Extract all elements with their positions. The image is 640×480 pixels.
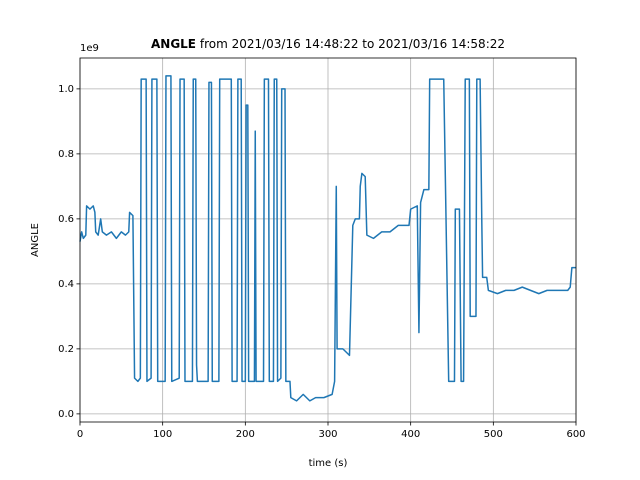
x-tick-label: 400 — [401, 429, 420, 440]
title-rest: from 2021/03/16 14:48:22 to 2021/03/16 1… — [200, 37, 505, 51]
title-bold: ANGLE — [151, 37, 196, 51]
y-tick-label: 0.6 — [58, 214, 74, 225]
x-tick-label: 500 — [484, 429, 503, 440]
y-tick-label: 0.8 — [58, 149, 74, 160]
x-axis-label: time (s) — [309, 458, 348, 469]
y-offset-label: 1e9 — [80, 43, 99, 54]
x-tick-label: 100 — [153, 429, 172, 440]
x-tick-label: 300 — [318, 429, 337, 440]
y-tick-label: 0.0 — [58, 409, 74, 420]
y-axis-label: ANGLE — [30, 223, 41, 257]
x-tick-label: 200 — [236, 429, 255, 440]
x-tick-label: 600 — [566, 429, 585, 440]
x-tick-label: 0 — [77, 429, 83, 440]
plot-frame — [79, 57, 577, 423]
data-line — [79, 75, 576, 402]
y-tick-label: 0.2 — [58, 344, 74, 355]
chart-title: ANGLE from 2021/03/16 14:48:22 to 2021/0… — [151, 37, 505, 51]
y-tick-label: 1.0 — [58, 84, 74, 95]
y-tick-label: 0.4 — [58, 279, 74, 290]
